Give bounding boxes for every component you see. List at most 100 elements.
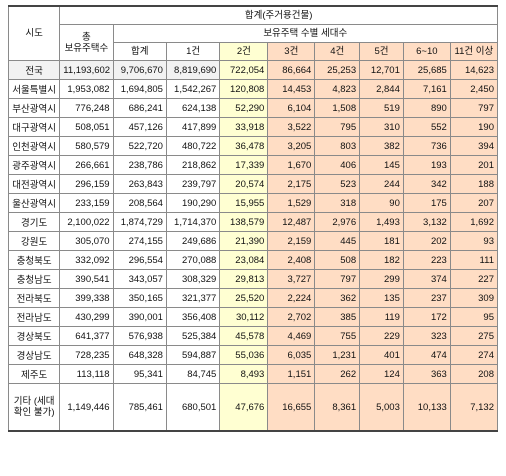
value-cell: 223 [402, 250, 451, 270]
value-cell: 2,450 [449, 79, 499, 99]
table-row: 대전광역시 296,159 263,843 239,797 20,574 2,175 523… [7, 174, 499, 194]
value-cell: 755 [314, 326, 361, 346]
value-cell: 190,290 [165, 193, 221, 213]
value-cell: 580,579 [59, 136, 114, 156]
value-cell: 202 [402, 231, 451, 251]
value-cell: 208,564 [112, 193, 167, 213]
value-cell: 244 [359, 174, 404, 194]
value-cell: 12,701 [359, 60, 404, 80]
value-cell: 25,685 [402, 60, 451, 80]
value-cell: 296,159 [59, 174, 114, 194]
value-cell: 394 [449, 136, 499, 156]
region-cell: 경상북도 [7, 326, 61, 346]
value-cell: 722,054 [219, 60, 269, 80]
value-cell: 1,542,267 [165, 79, 221, 99]
value-cell: 2,159 [267, 231, 316, 251]
value-cell: 14,623 [449, 60, 499, 80]
value-cell: 20,574 [219, 174, 269, 194]
value-cell: 52,290 [219, 98, 269, 118]
value-cell: 1,714,370 [165, 212, 221, 232]
value-cell: 2,976 [314, 212, 361, 232]
value-cell: 30,112 [219, 307, 269, 327]
value-cell: 7,161 [402, 79, 451, 99]
value-cell: 342 [402, 174, 451, 194]
value-cell: 249,686 [165, 231, 221, 251]
table-row: 전라북도 399,338 350,165 321,377 25,520 2,224 362 1… [7, 288, 499, 308]
value-cell: 239,797 [165, 174, 221, 194]
col-header-4: 4건 [314, 42, 361, 61]
table-row: 울산광역시 233,159 208,564 190,290 15,955 1,529 318… [7, 193, 499, 213]
value-cell: 508 [314, 250, 361, 270]
value-cell: 305,070 [59, 231, 114, 251]
data-table-container: 시도 합계(주거용건물) 총 보유주택수 보유주택 수별 세대수 합계 1건 2… [7, 5, 499, 432]
region-cell: 제주도 [7, 364, 61, 384]
table-row: 서울특별시 1,953,082 1,694,805 1,542,267 120,808 1… [7, 79, 499, 99]
value-cell: 430,299 [59, 307, 114, 327]
value-cell: 120,808 [219, 79, 269, 99]
value-cell: 795 [314, 117, 361, 137]
value-cell: 785,461 [112, 383, 167, 432]
value-cell: 648,328 [112, 345, 167, 365]
region-cell: 강원도 [7, 231, 61, 251]
value-cell: 525,384 [165, 326, 221, 346]
region-cell: 충청남도 [7, 269, 61, 289]
value-cell: 6,035 [267, 345, 316, 365]
value-cell: 374 [402, 269, 451, 289]
region-cell: 부산광역시 [7, 98, 61, 118]
col-header-2: 2건 [219, 42, 269, 61]
value-cell: 332,092 [59, 250, 114, 270]
value-cell: 275 [449, 326, 499, 346]
value-cell: 390,541 [59, 269, 114, 289]
region-cell: 충청북도 [7, 250, 61, 270]
value-cell: 318 [314, 193, 361, 213]
value-cell: 406 [314, 155, 361, 175]
value-cell: 12,487 [267, 212, 316, 232]
value-cell: 11,193,602 [59, 60, 114, 80]
value-cell: 680,501 [165, 383, 221, 432]
value-cell: 93 [449, 231, 499, 251]
value-cell: 641,377 [59, 326, 114, 346]
value-cell: 270,088 [165, 250, 221, 270]
by-count-header: 보유주택 수별 세대수 [112, 24, 499, 43]
group-title-header: 합계(주거용건물) [59, 5, 498, 25]
value-cell: 3,132 [402, 212, 451, 232]
value-cell: 508,051 [59, 117, 114, 137]
value-cell: 113,118 [59, 364, 114, 384]
region-cell: 서울특별시 [7, 79, 61, 99]
value-cell: 95 [449, 307, 499, 327]
value-cell: 1,953,082 [59, 79, 114, 99]
region-cell: 울산광역시 [7, 193, 61, 213]
col-header-3: 3건 [267, 42, 316, 61]
value-cell: 263,843 [112, 174, 167, 194]
value-cell: 6,104 [267, 98, 316, 118]
value-cell: 310 [359, 117, 404, 137]
value-cell: 95,341 [112, 364, 167, 384]
value-cell: 519 [359, 98, 404, 118]
value-cell: 201 [449, 155, 499, 175]
value-cell: 890 [402, 98, 451, 118]
value-cell: 474 [402, 345, 451, 365]
value-cell: 1,529 [267, 193, 316, 213]
value-cell: 382 [359, 136, 404, 156]
value-cell: 16,655 [267, 383, 316, 432]
value-cell: 25,253 [314, 60, 361, 80]
value-cell: 803 [314, 136, 361, 156]
value-cell: 1,149,446 [59, 383, 114, 432]
value-cell: 181 [359, 231, 404, 251]
value-cell: 10,133 [402, 383, 451, 432]
value-cell: 1,694,805 [112, 79, 167, 99]
region-cell: 전라북도 [7, 288, 61, 308]
value-cell: 2,100,022 [59, 212, 114, 232]
value-cell: 736 [402, 136, 451, 156]
value-cell: 23,084 [219, 250, 269, 270]
value-cell: 86,664 [267, 60, 316, 80]
value-cell: 266,661 [59, 155, 114, 175]
value-cell: 308,329 [165, 269, 221, 289]
value-cell: 172 [402, 307, 451, 327]
col-header-6-10: 6~10 [402, 42, 451, 61]
value-cell: 145 [359, 155, 404, 175]
table-body: 전국 11,193,602 9,706,670 8,819,690 722,054 86,… [7, 60, 499, 432]
region-cell: 인천광역시 [7, 136, 61, 156]
value-cell: 385 [314, 307, 361, 327]
value-cell: 8,819,690 [165, 60, 221, 80]
